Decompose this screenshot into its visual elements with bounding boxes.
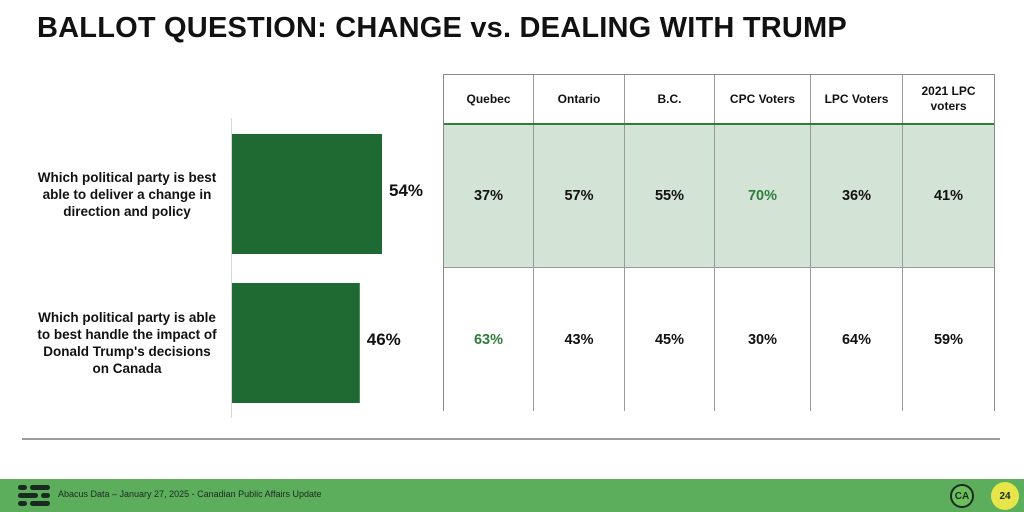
bar-chart: 54% 46% [231, 118, 423, 418]
header-lpc-voters: LPC Voters [811, 75, 903, 123]
bar-value-label-2: 46% [367, 330, 401, 349]
bar-1 [232, 134, 382, 254]
footer-source: Abacus Data – January 27, 2025 - Canadia… [58, 489, 322, 499]
page-title: BALLOT QUESTION: CHANGE vs. DEALING WITH… [37, 12, 847, 44]
cell-change-bc: 55% [625, 125, 715, 267]
question-label-1: Which political party is best able to de… [37, 169, 217, 219]
cell-change-2021-lpc-voters: 41% [933, 188, 964, 204]
cell-trump-2021-lpc-voters: 59% [933, 331, 964, 348]
page-number: 24 [991, 482, 1019, 510]
cell-change-quebec: 37% [444, 125, 534, 267]
cell-change-lpc-voters: 36% [811, 125, 903, 267]
cell-trump-cpc-voters: 30% [715, 268, 811, 411]
footer-divider [22, 438, 1000, 440]
header-ontario: Ontario [534, 75, 625, 123]
abacus-lines-icon [18, 485, 50, 507]
header-cpc-voters: CPC Voters [715, 75, 811, 123]
header-2021-lpc-voters: 2021 LPC voters [921, 84, 976, 113]
table-row-trump: 63% 43% 45% 30% 64% 59% [444, 268, 994, 411]
header-bc: B.C. [625, 75, 715, 123]
table-row-change: 37% 57% 55% 70% 36% 41% [444, 125, 994, 268]
table-header-row: Quebec Ontario B.C. CPC Voters LPC Voter… [444, 75, 994, 125]
header-quebec: Quebec [444, 75, 534, 123]
bar-2 [232, 283, 360, 403]
footer-bar: Abacus Data – January 27, 2025 - Canadia… [0, 479, 1024, 512]
ca-logo-icon: CA [950, 484, 974, 508]
cell-trump-bc: 45% [625, 268, 715, 411]
cell-trump-lpc-voters: 64% [811, 268, 903, 411]
bar-value-label-1: 54% [389, 181, 423, 200]
question-label-2: Which political party is able to best ha… [37, 310, 217, 376]
results-table: Quebec Ontario B.C. CPC Voters LPC Voter… [443, 74, 995, 411]
cell-change-ontario: 57% [534, 125, 625, 267]
cell-trump-ontario: 43% [534, 268, 625, 411]
cell-change-cpc-voters: 70% [715, 125, 811, 267]
cell-trump-quebec: 63% [444, 268, 534, 411]
